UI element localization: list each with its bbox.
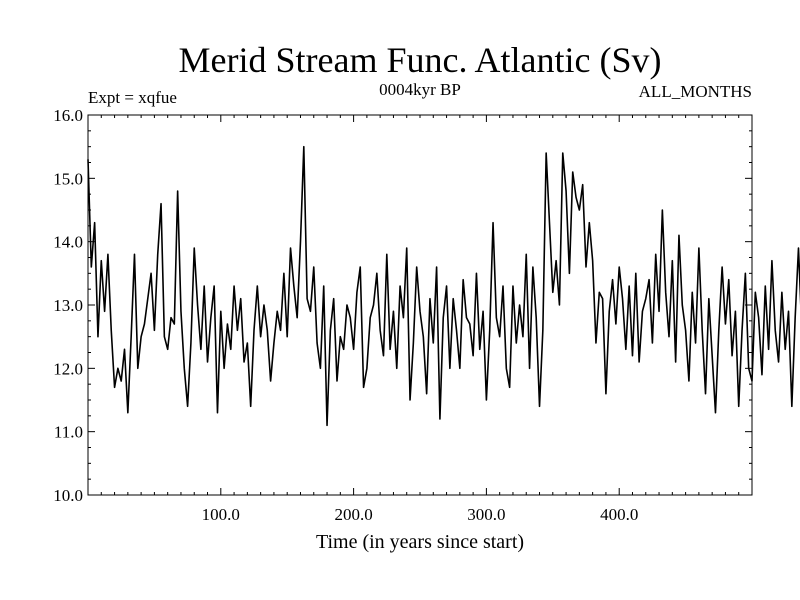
y-tick-label: 16.0 xyxy=(53,106,83,125)
y-tick-label: 15.0 xyxy=(53,169,83,188)
y-tick-label: 14.0 xyxy=(53,233,83,252)
x-tick-label: 200.0 xyxy=(334,505,372,524)
y-tick-label: 13.0 xyxy=(53,296,83,315)
x-tick-label: 400.0 xyxy=(600,505,638,524)
chart-subtitle: 0004kyr BP xyxy=(379,80,461,99)
x-tick-label: 100.0 xyxy=(202,505,240,524)
y-tick-label: 12.0 xyxy=(53,359,83,378)
y-tick-label: 10.0 xyxy=(53,486,83,505)
x-axis-label: Time (in years since start) xyxy=(316,531,524,553)
season-label: ALL_MONTHS xyxy=(638,82,752,101)
x-tick-label: 300.0 xyxy=(467,505,505,524)
chart-title: Merid Stream Func. Atlantic (Sv) xyxy=(178,40,662,80)
series-line xyxy=(87,145,800,427)
y-tick-label: 11.0 xyxy=(54,423,83,442)
experiment-label: Expt = xqfue xyxy=(88,88,177,107)
axis-layer: 10.0 11.0 12.0 13.0 14.0 15.0 16.0 100.0 200.0 30… xyxy=(53,106,752,524)
series-layer xyxy=(87,145,800,427)
